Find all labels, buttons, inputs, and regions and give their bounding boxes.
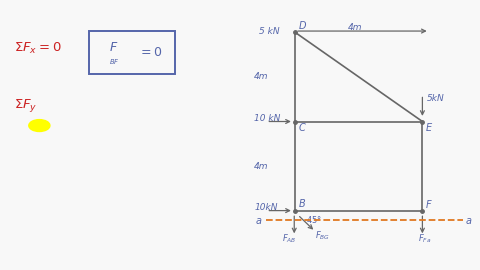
Text: B: B <box>299 199 305 209</box>
Text: $= 0$: $= 0$ <box>138 46 162 59</box>
Text: $F$: $F$ <box>109 41 119 54</box>
Text: 4m: 4m <box>348 22 362 32</box>
Text: E: E <box>426 123 432 133</box>
Text: C: C <box>299 123 305 133</box>
Text: F: F <box>426 200 432 210</box>
FancyBboxPatch shape <box>89 31 175 74</box>
Text: a: a <box>256 216 262 227</box>
Text: 4m: 4m <box>254 161 269 171</box>
Text: 5kN: 5kN <box>427 94 445 103</box>
Text: 5 kN: 5 kN <box>259 26 280 36</box>
Text: $F_{BG}$: $F_{BG}$ <box>315 230 331 242</box>
Text: $45°$: $45°$ <box>306 214 322 225</box>
Text: $\Sigma F_x = 0$: $\Sigma F_x = 0$ <box>14 41 62 56</box>
Text: 10 kN: 10 kN <box>254 114 281 123</box>
Text: $\Sigma F_y$: $\Sigma F_y$ <box>14 97 38 114</box>
Text: D: D <box>299 21 306 31</box>
Circle shape <box>29 120 50 131</box>
Text: 4m: 4m <box>254 72 269 82</box>
Text: $F_{AB}$: $F_{AB}$ <box>282 233 296 245</box>
Text: 10kN: 10kN <box>254 203 278 212</box>
Text: $F_{Fa}$: $F_{Fa}$ <box>418 233 432 245</box>
Text: $_{BF}$: $_{BF}$ <box>108 56 120 67</box>
Text: a: a <box>466 216 471 227</box>
